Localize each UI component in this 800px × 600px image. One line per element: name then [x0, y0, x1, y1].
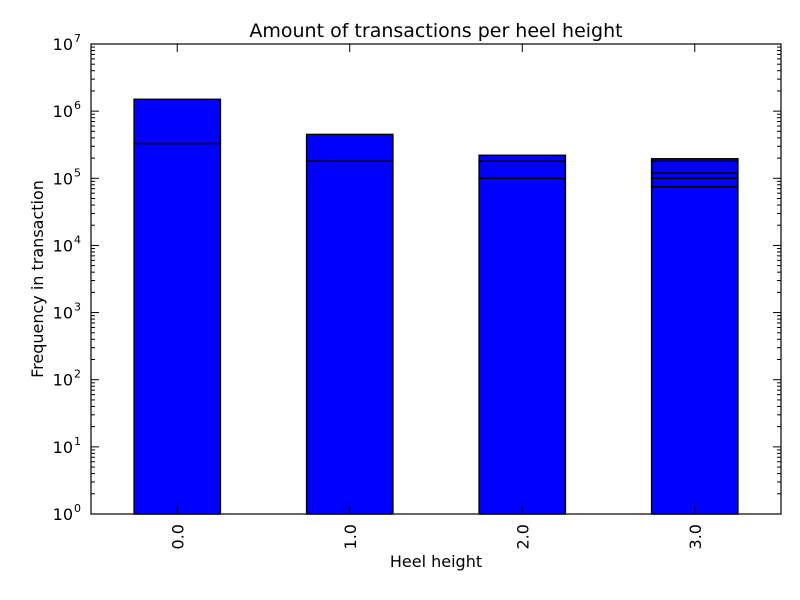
bar-segment	[305, 133, 394, 162]
bar-segment	[133, 142, 222, 515]
bar-segment	[478, 154, 567, 162]
bar-segment	[133, 98, 222, 145]
bars-group	[133, 98, 739, 515]
y-axis-label: Frequency in transaction	[28, 180, 47, 378]
y-tick-label: 10	[53, 169, 73, 188]
y-tick-label: 10	[53, 102, 73, 121]
y-tick-label: 10	[53, 438, 73, 457]
y-tick-exponent: 2	[74, 368, 81, 381]
plot-area-frame	[90, 43, 782, 515]
bar-segment	[305, 160, 394, 515]
y-tick-label: 10	[53, 35, 73, 54]
y-tick-exponent: 3	[74, 301, 81, 314]
chart-title: Amount of transactions per heel height	[249, 20, 622, 42]
y-tick-exponent: 0	[74, 502, 81, 515]
x-axis-ticks: 0.0 1.0 2.0 3.0	[168, 44, 705, 549]
y-tick-label: 10	[53, 371, 73, 390]
x-tick-label: 1.0	[341, 524, 360, 549]
y-tick-exponent: 7	[74, 32, 81, 45]
y-tick-label: 10	[53, 505, 73, 524]
y-tick-exponent: 4	[74, 233, 81, 246]
y-tick-label: 10	[53, 304, 73, 323]
x-tick-label: 2.0	[513, 524, 532, 549]
bar-segment	[478, 160, 567, 180]
y-tick-label: 10	[53, 236, 73, 255]
bar-segment	[650, 160, 739, 174]
y-tick-exponent: 5	[74, 166, 81, 179]
bar-segment	[478, 177, 567, 515]
bar-segment	[650, 158, 739, 162]
bar-segment	[650, 185, 739, 515]
y-tick-exponent: 1	[74, 435, 81, 448]
bar-segment	[650, 172, 739, 180]
y-tick-exponent: 6	[74, 99, 81, 112]
x-tick-label: 3.0	[686, 524, 705, 549]
x-axis-label: Heel height	[390, 552, 482, 571]
x-tick-label: 0.0	[168, 524, 187, 549]
bar-segment	[650, 177, 739, 188]
